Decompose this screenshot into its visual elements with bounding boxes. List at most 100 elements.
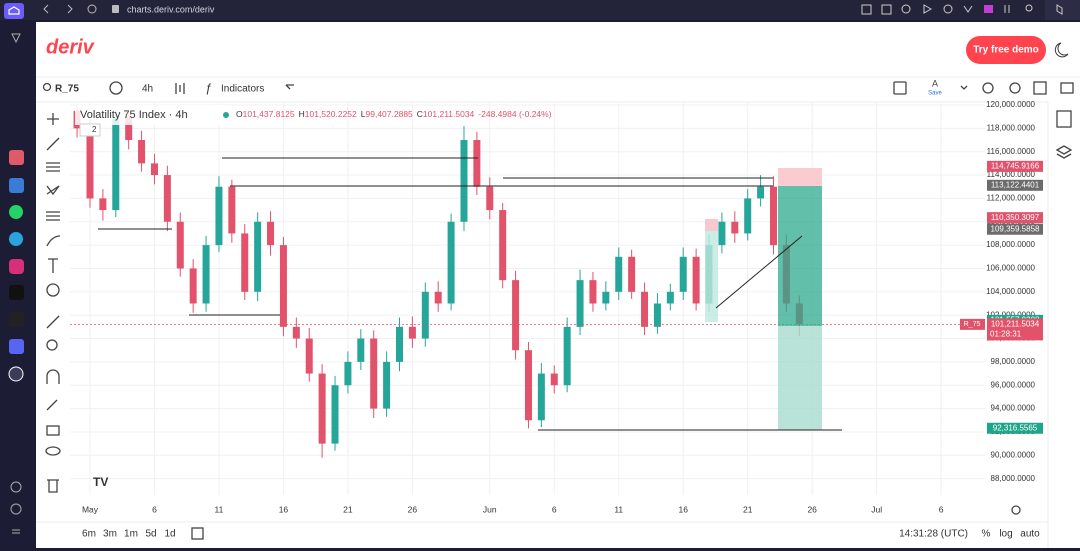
period-button[interactable]: 3m	[103, 529, 117, 540]
clock: 14:31:28 (UTC)	[899, 529, 968, 540]
candle-body	[486, 186, 494, 211]
x-tick-label: 6	[152, 504, 157, 514]
candle-body	[615, 256, 623, 292]
reload-button[interactable]	[87, 4, 97, 14]
candle-body	[267, 221, 275, 246]
y-tick-label: 90,000.0000	[991, 450, 1036, 459]
candle-body	[331, 385, 339, 444]
candle-body	[653, 303, 661, 327]
logo[interactable]: deriv	[46, 36, 96, 58]
candle-body	[537, 373, 545, 421]
candle-body	[292, 326, 300, 339]
y-tick-label: 112,000.0000	[987, 194, 1036, 203]
candle-body	[138, 140, 146, 164]
sidebar	[8, 33, 24, 534]
candle-body	[679, 256, 687, 292]
badge	[79, 123, 101, 137]
candle-body	[279, 245, 287, 327]
undo[interactable]	[285, 84, 294, 90]
period-button[interactable]: 5d	[145, 529, 156, 540]
ohlc: O101,437.8125 H101,520.2252 L99,407.2885 C1…	[236, 109, 552, 119]
candle-body	[550, 373, 558, 386]
candle-body	[692, 256, 700, 304]
indicators[interactable]: Indicators	[221, 84, 264, 95]
add-compare[interactable]	[109, 81, 123, 95]
y-tick-label: 108,000.0000	[986, 240, 1035, 249]
x-tick-label: 11	[614, 504, 623, 514]
period-button[interactable]: 1d	[164, 529, 175, 540]
candle-body	[176, 221, 184, 269]
ohlc-value: 99,407.2885	[366, 109, 414, 119]
x-tick-label: 21	[343, 504, 353, 514]
toolbar-right	[960, 81, 1074, 95]
candle-body	[641, 291, 649, 327]
candle-body	[254, 221, 262, 292]
ohlc-key: O	[236, 109, 243, 119]
countdown: 01:28:31	[990, 329, 1022, 338]
candle-body	[757, 186, 765, 199]
user-drawings	[98, 157, 842, 431]
candle-body	[189, 268, 197, 304]
y-tick-label: 102,000.0000	[986, 310, 1035, 319]
chart-type[interactable]	[175, 83, 185, 94]
period-button[interactable]: 6m	[82, 529, 96, 540]
candle-body	[524, 350, 532, 421]
cta-label[interactable]: Try free demo	[973, 45, 1039, 56]
price-label-box	[987, 422, 1043, 434]
overlay: Volatility 75 Index · 4h 2 O101,437.8125…	[75, 105, 1043, 489]
x-tick-label: 16	[279, 504, 289, 514]
legend-backdrop	[75, 105, 225, 125]
candle-body	[602, 291, 610, 304]
layout-button[interactable]	[893, 81, 907, 95]
x-tick-label: Jul	[871, 504, 882, 514]
candle-body	[163, 175, 171, 222]
settings[interactable]	[1011, 505, 1021, 515]
price-label: 92,316.5565	[993, 423, 1038, 432]
y-tick-label: 96,000.0000	[991, 380, 1036, 389]
drawing-tools	[45, 113, 61, 493]
tv-logo: TV	[93, 475, 108, 489]
symbol[interactable]: R_75	[55, 84, 79, 95]
scale-option[interactable]: %	[982, 529, 991, 540]
scale-option[interactable]: auto	[1020, 529, 1040, 540]
y-tick-label: 116,000.0000	[987, 147, 1036, 156]
candle-body	[408, 326, 416, 339]
candle-body	[228, 186, 236, 234]
candle-body	[215, 186, 223, 246]
scale-options: % log auto	[982, 529, 1041, 540]
candle-body	[576, 280, 584, 327]
candle-body	[447, 221, 455, 304]
candle-body	[731, 221, 739, 234]
home-button[interactable]	[4, 3, 24, 19]
price-label-box	[987, 179, 1043, 191]
scale-option[interactable]: log	[999, 529, 1012, 540]
candle-body	[305, 338, 313, 374]
y-tick-label: 106,000.0000	[986, 264, 1035, 273]
interval[interactable]: 4h	[142, 84, 153, 95]
y-tick-label: 104,000.0000	[986, 287, 1035, 296]
nav-arrows[interactable]	[43, 4, 73, 14]
price-label: 113,122.4401	[991, 180, 1040, 189]
candle-body	[112, 116, 120, 211]
indicators-icon[interactable]: ƒ	[205, 81, 212, 95]
date-picker[interactable]	[191, 527, 204, 540]
candle-body	[512, 280, 520, 351]
save-label[interactable]: Save	[928, 91, 942, 97]
candle-body	[86, 128, 94, 199]
period-buttons: 6m 3m 1m 5d 1d	[82, 529, 176, 540]
browser-top-bar	[0, 0, 1080, 20]
candle-body	[241, 233, 249, 292]
x-tick-label: 26	[807, 504, 817, 514]
x-tick-label: May	[82, 504, 99, 514]
chart-title: Volatility 75 Index · 4h	[80, 109, 188, 121]
candle-body	[589, 280, 597, 304]
cta-button[interactable]	[966, 36, 1046, 64]
url[interactable]: charts.deriv.com/deriv	[127, 4, 215, 14]
price-label: 110,350.3097	[991, 213, 1040, 222]
y-tick-label: 94,000.0000	[991, 404, 1036, 413]
price-label-box	[987, 223, 1043, 235]
search-icon[interactable]	[42, 82, 52, 92]
period-button[interactable]: 1m	[124, 529, 138, 540]
theme-toggle[interactable]	[1054, 42, 1069, 58]
